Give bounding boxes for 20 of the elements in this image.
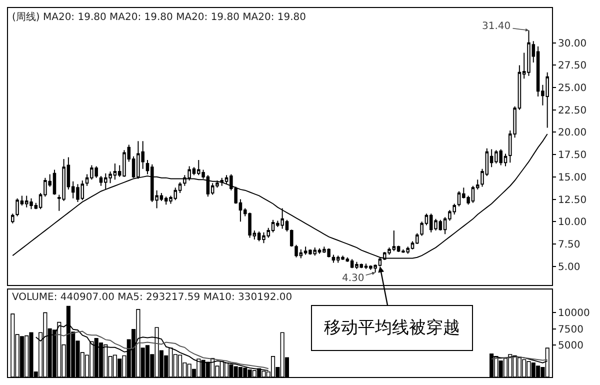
y-tick-label: 7.50: [558, 239, 580, 250]
y-tick-label: 7500: [558, 324, 584, 336]
chart-title: (周线) MA20: 19.80 MA20: 19.80 MA20: 19.80 MA20: 19.80: [12, 11, 306, 23]
y-tick-label: 30.00: [558, 38, 587, 50]
y-tick-label: 27.50: [558, 60, 587, 72]
annotation: 移动平均线被穿越: [324, 318, 460, 338]
y-tick-label: 5000: [558, 340, 584, 352]
y-tick-label: 15.00: [558, 172, 587, 184]
annotation: 4.30: [342, 273, 364, 284]
y-tick-label: 22.50: [558, 105, 587, 116]
y-tick-label: 12.50: [558, 194, 587, 206]
annotation: 31.40: [482, 21, 511, 32]
y-tick-label: 10.00: [558, 217, 587, 228]
y-tick-label: 20.00: [558, 128, 587, 139]
y-tick-label: 10000: [558, 308, 590, 320]
y-tick-label: 17.50: [558, 150, 587, 162]
y-tick-label: 5.00: [558, 262, 580, 273]
candlestick: [11, 213, 14, 224]
y-tick-label: 25.00: [558, 83, 587, 94]
chart-title: VOLUME: 440907.00 MA5: 293217.59 MA10: 330192.00: [12, 292, 292, 303]
